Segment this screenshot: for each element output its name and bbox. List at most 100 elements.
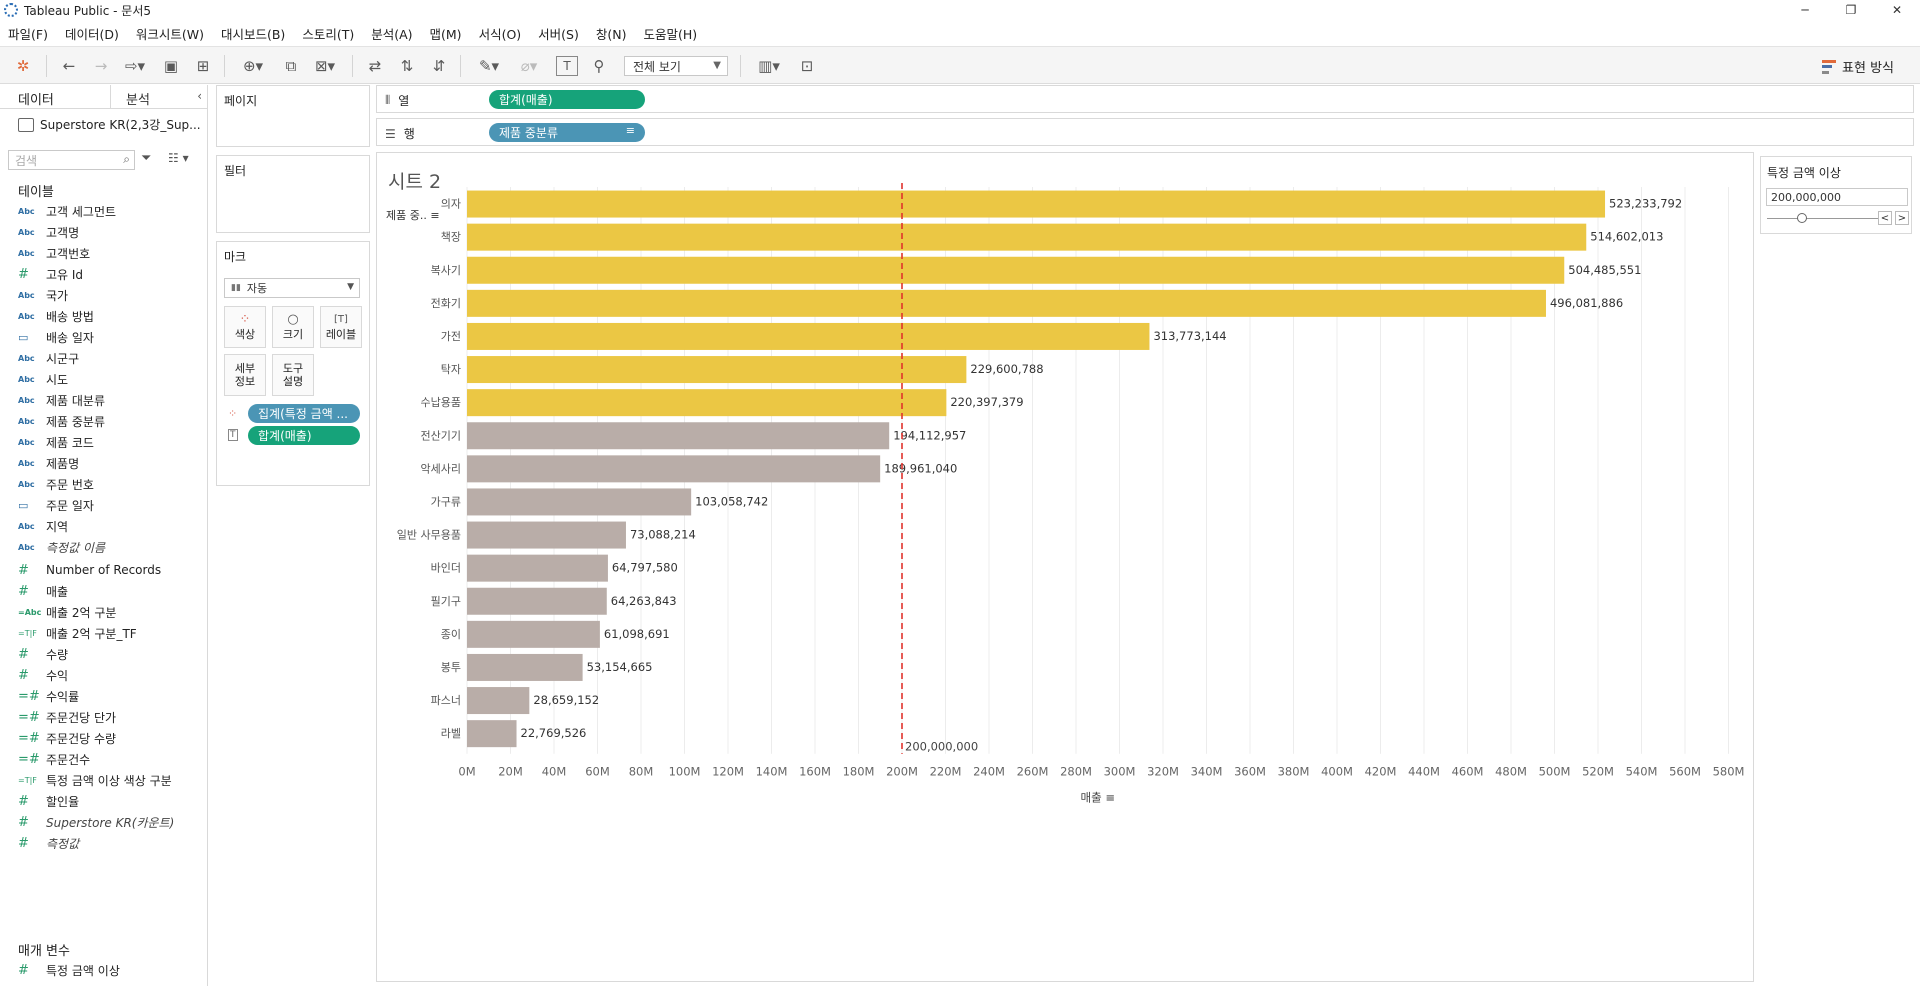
label-button[interactable]: [T] 레이블 — [320, 306, 362, 348]
new-worksheet-icon[interactable]: ⊕▾ — [242, 57, 264, 75]
swap-icon[interactable]: ⇄ — [368, 57, 382, 75]
save-icon[interactable]: ▣ — [163, 57, 179, 75]
group-icon[interactable]: ⌀▾ — [520, 57, 538, 75]
presentation-mode-icon[interactable]: ⊡ — [800, 57, 814, 75]
clear-sheet-icon[interactable]: ⊠▾ — [314, 57, 336, 75]
field-item[interactable]: # 측정값 — [18, 834, 203, 852]
field-item[interactable]: Abc 고객명 — [18, 223, 203, 241]
color-pill[interactable]: 집계(특정 금액 ... — [248, 404, 360, 423]
field-item[interactable]: Abc 시도 — [18, 370, 203, 388]
tab-data[interactable]: 데이터 — [18, 93, 54, 108]
replay-icon[interactable]: ⇨▾ — [124, 57, 146, 75]
field-item[interactable]: Abc 주문 번호 — [18, 475, 203, 493]
show-me-button[interactable]: 표현 방식 — [1822, 57, 1894, 76]
menu-server[interactable]: 서버(S) — [538, 26, 579, 42]
database-icon — [18, 117, 34, 132]
menu-analysis[interactable]: 분석(A) — [371, 26, 413, 42]
show-cards-icon[interactable]: ▥▾ — [758, 57, 780, 75]
menu-help[interactable]: 도움말(H) — [643, 26, 698, 42]
row-header[interactable]: 제품 중.. ≡ — [386, 207, 440, 223]
menu-format[interactable]: 서식(O) — [478, 26, 522, 42]
field-item[interactable]: =# 주문건당 단가 — [18, 708, 203, 726]
color-button[interactable]: ⁘ 색상 — [224, 306, 266, 348]
field-item[interactable]: # 수량 — [18, 645, 203, 663]
parameter-next-button[interactable]: > — [1895, 211, 1909, 225]
menu-data[interactable]: 데이터(D) — [64, 26, 119, 42]
field-item[interactable]: # 특정 금액 이상 — [18, 961, 203, 979]
datasource-item[interactable]: Superstore KR(2,3강_Sup... — [18, 116, 201, 133]
field-item[interactable]: Abc 측정값 이름 — [18, 538, 203, 556]
field-item[interactable]: # Superstore KR(카운트) — [18, 813, 203, 831]
restore-button[interactable]: ❐ — [1845, 3, 1857, 17]
menu-map[interactable]: 맵(M) — [429, 26, 462, 42]
close-button[interactable]: ✕ — [1891, 3, 1903, 17]
x-tick-label: 320M — [1147, 765, 1179, 779]
menu-worksheet[interactable]: 워크시트(W) — [135, 26, 204, 42]
undo-icon[interactable]: ← — [62, 57, 76, 75]
parameter-slider-thumb[interactable] — [1797, 213, 1807, 223]
field-item[interactable]: Abc 지역 — [18, 517, 203, 535]
sort-ascending-icon[interactable]: ⇅ — [400, 57, 414, 75]
redo-icon[interactable]: → — [94, 57, 108, 75]
label-pill[interactable]: 합계(매출) — [248, 426, 360, 445]
field-item[interactable]: ▭ 배송 일자 — [18, 328, 203, 346]
sort-descending-icon[interactable]: ⇵ — [432, 57, 446, 75]
menu-story[interactable]: 스토리(T) — [302, 26, 355, 42]
detail-button[interactable]: 세부 정보 — [224, 354, 266, 396]
field-item[interactable]: Abc 고객번호 — [18, 244, 203, 262]
field-type-icon: ▭ — [18, 330, 29, 344]
field-item[interactable]: =T|F 매출 2억 구분_TF — [18, 624, 203, 642]
field-item[interactable]: # 고유 Id — [18, 265, 203, 283]
columns-pill[interactable]: 합계(매출) — [489, 90, 645, 109]
new-datasource-icon[interactable]: ⊞ — [196, 57, 210, 75]
field-item[interactable]: =# 주문건당 수량 — [18, 729, 203, 747]
field-item[interactable]: Abc 제품 코드 — [18, 433, 203, 451]
field-item[interactable]: Abc 제품명 — [18, 454, 203, 472]
pages-card[interactable]: 페이지 — [216, 85, 370, 147]
field-search-input[interactable]: 검색 ⌕ — [8, 150, 135, 170]
field-item[interactable]: Abc 시군구 — [18, 349, 203, 367]
size-button[interactable]: ○ 크기 — [272, 306, 314, 348]
field-item[interactable]: # 할인율 — [18, 792, 203, 810]
field-item[interactable]: ▭ 주문 일자 — [18, 496, 203, 514]
rows-shelf[interactable]: ☰ 행 제품 중분류 ≡ — [376, 118, 1914, 146]
parameter-slider-track[interactable] — [1767, 218, 1879, 219]
sheet-title[interactable]: 시트 2 — [388, 171, 442, 193]
field-item[interactable]: =Abc 매출 2억 구분 — [18, 603, 203, 621]
field-item[interactable]: # 수익 — [18, 666, 203, 684]
field-item[interactable]: =# 주문건수 — [18, 750, 203, 768]
field-item[interactable]: =# 수익률 — [18, 687, 203, 705]
field-item[interactable]: Abc 제품 중분류 — [18, 412, 203, 430]
fix-axes-icon[interactable]: ⚲ — [593, 57, 605, 75]
highlight-icon[interactable]: ✎▾ — [478, 57, 500, 75]
tooltip-button[interactable]: 도구 설명 — [272, 354, 314, 396]
columns-shelf[interactable]: ⦀ 열 합계(매출) — [376, 85, 1914, 113]
minimize-button[interactable]: ─ — [1801, 3, 1809, 17]
mark-type-select[interactable]: ▮▮ 자동 ▼ — [224, 278, 360, 298]
field-name: 제품 코드 — [46, 435, 94, 450]
menu-dashboard[interactable]: 대시보드(B) — [220, 26, 286, 42]
field-item[interactable]: Abc 국가 — [18, 286, 203, 304]
view-options-icon[interactable]: ☷ ▾ — [168, 151, 189, 165]
tableau-start-icon[interactable]: ✲ — [16, 57, 30, 75]
duplicate-sheet-icon[interactable]: ⧉ — [285, 57, 297, 75]
bar — [467, 322, 1150, 350]
filters-card[interactable]: 필터 — [216, 155, 370, 233]
field-item[interactable]: # Number of Records — [18, 561, 203, 579]
field-item[interactable]: # 매출 — [18, 582, 203, 600]
parameter-value-input[interactable]: 200,000,000 — [1766, 188, 1908, 206]
parameter-prev-button[interactable]: < — [1878, 211, 1892, 225]
menu-file[interactable]: 파일(F) — [8, 26, 48, 42]
field-item[interactable]: Abc 제품 대분류 — [18, 391, 203, 409]
field-item[interactable]: =T|F 특정 금액 이상 색상 구분 — [18, 771, 203, 789]
field-item[interactable]: Abc 배송 방법 — [18, 307, 203, 325]
menu-window[interactable]: 창(N) — [595, 26, 627, 42]
category-label: 파스너 — [431, 694, 461, 707]
show-labels-icon[interactable]: T — [556, 56, 578, 76]
rows-pill[interactable]: 제품 중분류 ≡ — [489, 123, 645, 142]
field-item[interactable]: Abc 고객 세그먼트 — [18, 202, 203, 220]
filter-fields-icon[interactable]: ⏷ — [141, 151, 152, 166]
collapse-pane-icon[interactable]: ‹ — [197, 89, 202, 103]
tab-analysis[interactable]: 분석 — [126, 93, 150, 108]
fit-select[interactable]: 전체 보기 ▼ — [624, 56, 728, 76]
